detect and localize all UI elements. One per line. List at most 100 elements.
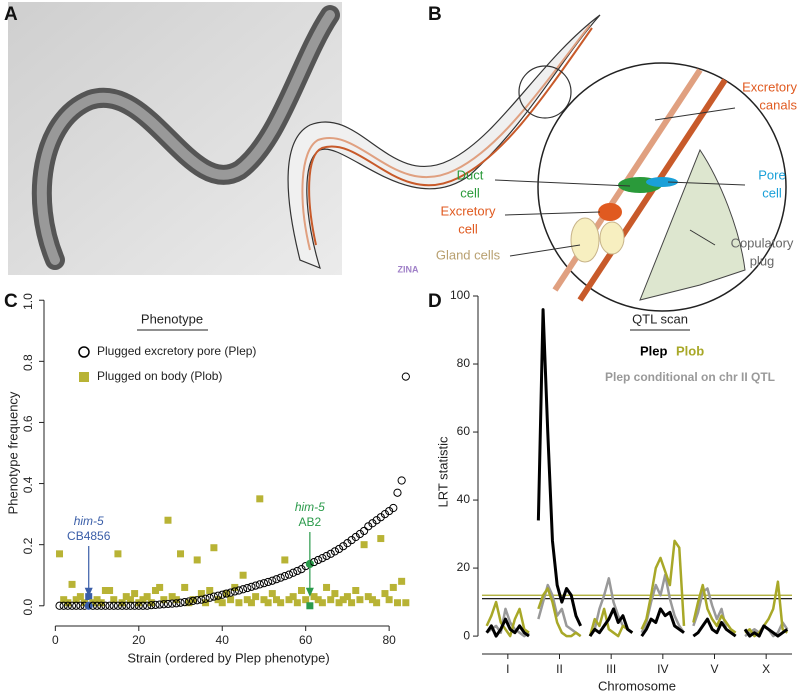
plob-point (402, 599, 410, 607)
plep-point (130, 601, 139, 610)
diagram-label: Duct (457, 167, 484, 182)
plob-point (181, 583, 189, 591)
plep-point (218, 590, 227, 599)
diagram-label: Gland cells (436, 247, 501, 262)
plob-point (289, 593, 297, 601)
plep-point (247, 582, 256, 591)
plob-point (197, 590, 205, 598)
plep-point (364, 522, 373, 531)
plob-point (72, 596, 80, 604)
plep-point (101, 601, 110, 610)
plep-point (243, 583, 252, 593)
plep-point (372, 516, 381, 525)
plep-point (272, 575, 281, 584)
plob-point (235, 599, 243, 607)
plep-point (326, 549, 335, 558)
plob-point (156, 583, 164, 591)
plep-point (88, 601, 97, 610)
plep-point (138, 601, 148, 610)
panel-label: C (4, 291, 18, 312)
plob-point (239, 571, 247, 579)
plob-point (335, 599, 343, 607)
plob-point (389, 583, 397, 591)
legend-label: Plob (676, 343, 704, 358)
plob-point (306, 602, 314, 610)
legend-label: Plep (640, 343, 668, 358)
plob-point (118, 599, 126, 607)
plob-point (101, 587, 109, 594)
x-tick-label: X (762, 662, 770, 676)
panel-label: A (4, 4, 18, 25)
y-axis-label: Phenotype frequency (5, 391, 20, 514)
annotation: him-5 (295, 500, 325, 514)
plep-point (201, 594, 210, 603)
y-tick-label: 20 (457, 560, 471, 574)
plep-point (264, 577, 273, 587)
plob-point (331, 590, 339, 598)
plep-point (385, 506, 394, 516)
plep-point (251, 581, 260, 590)
plob-point (147, 599, 155, 607)
diagram-label: Copulatory (731, 235, 794, 250)
plep-point (143, 601, 152, 610)
plob-point (76, 593, 84, 601)
plep-point (118, 601, 127, 610)
lrt-line (485, 539, 789, 638)
legend-label: Plep conditional on chr II QTL (605, 370, 775, 384)
plob-point (373, 599, 381, 607)
plep-point (97, 601, 106, 610)
plob-point (222, 590, 230, 598)
plob-point (89, 599, 97, 607)
plob-point (81, 599, 89, 607)
plob-point (277, 599, 285, 607)
annotation: CB4856 (67, 529, 111, 543)
plob-point (189, 596, 197, 604)
plep-point (347, 535, 356, 545)
x-axis-label: Chromosome (598, 678, 676, 693)
plep-point (67, 601, 77, 610)
diagram-label: cell (460, 185, 480, 200)
plob-point (343, 593, 351, 601)
plob-point (393, 599, 401, 607)
plob-point (135, 599, 143, 607)
plob-point (60, 596, 68, 604)
plob-point (323, 583, 331, 591)
y-tick-label: 40 (457, 492, 471, 506)
plep-point (63, 601, 72, 610)
plep-point (234, 586, 244, 595)
plob-point (210, 544, 218, 552)
plep-point (151, 600, 160, 609)
plob-point (56, 550, 64, 558)
plob-point (68, 580, 76, 588)
plob-point (164, 516, 172, 524)
plep-point (76, 601, 85, 610)
y-tick-label: 1.0 (21, 293, 35, 310)
plep-point (59, 601, 68, 610)
plob-point (93, 596, 101, 604)
plob-point (106, 587, 114, 594)
y-axis-label: LRT statistic (435, 436, 450, 508)
plep-point (168, 599, 177, 608)
plob-point (339, 596, 347, 604)
legend-title: QTL scan (632, 311, 688, 326)
y-tick-label: 100 (450, 288, 470, 302)
plob-point (285, 596, 293, 604)
x-tick-label: 20 (132, 633, 146, 647)
plep-point (226, 588, 235, 597)
plob-point (126, 596, 134, 604)
plob-point (352, 587, 360, 594)
plob-point (110, 596, 118, 604)
plep-point (393, 488, 402, 497)
x-tick-label: II (556, 662, 563, 676)
plob-point (310, 593, 318, 601)
plob-point (360, 541, 368, 549)
plob-point (356, 596, 364, 604)
plep-point (159, 600, 168, 609)
plep-point (268, 576, 277, 585)
plob-point (377, 535, 385, 543)
plob-point (260, 596, 268, 604)
annotation-arrowhead (84, 587, 93, 597)
plep-point (343, 539, 352, 548)
plob-point (256, 495, 264, 503)
